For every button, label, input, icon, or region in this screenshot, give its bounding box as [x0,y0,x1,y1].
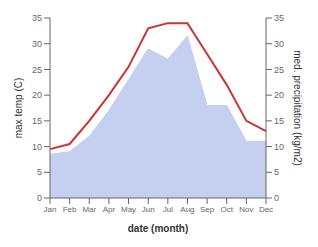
svg-text:10: 10 [274,142,284,152]
svg-text:35: 35 [274,13,284,23]
svg-text:15: 15 [274,116,284,126]
svg-text:Sep: Sep [200,205,215,214]
svg-text:25: 25 [32,65,42,75]
svg-text:Apr: Apr [103,205,116,214]
svg-text:0: 0 [37,193,42,203]
svg-text:Jul: Jul [163,205,173,214]
svg-text:20: 20 [32,90,42,100]
svg-text:15: 15 [32,116,42,126]
svg-text:Oct: Oct [221,205,234,214]
svg-text:5: 5 [37,167,42,177]
svg-text:Mar: Mar [82,205,96,214]
svg-text:May: May [121,205,136,214]
svg-text:Aug: Aug [180,205,194,214]
svg-text:5: 5 [274,167,279,177]
svg-text:date (month): date (month) [128,223,189,234]
svg-text:Feb: Feb [63,205,77,214]
svg-text:Dec: Dec [259,205,273,214]
svg-text:20: 20 [274,90,284,100]
svg-text:30: 30 [32,39,42,49]
svg-text:0: 0 [274,193,279,203]
svg-text:max temp (C): max temp (C) [13,78,24,139]
svg-text:Jan: Jan [44,205,57,214]
svg-text:med. precipitation (kg/m2): med. precipitation (kg/m2) [292,50,303,166]
svg-text:Nov: Nov [239,205,253,214]
svg-text:30: 30 [274,39,284,49]
svg-text:35: 35 [32,13,42,23]
svg-text:10: 10 [32,142,42,152]
svg-text:25: 25 [274,65,284,75]
svg-text:Jun: Jun [142,205,155,214]
